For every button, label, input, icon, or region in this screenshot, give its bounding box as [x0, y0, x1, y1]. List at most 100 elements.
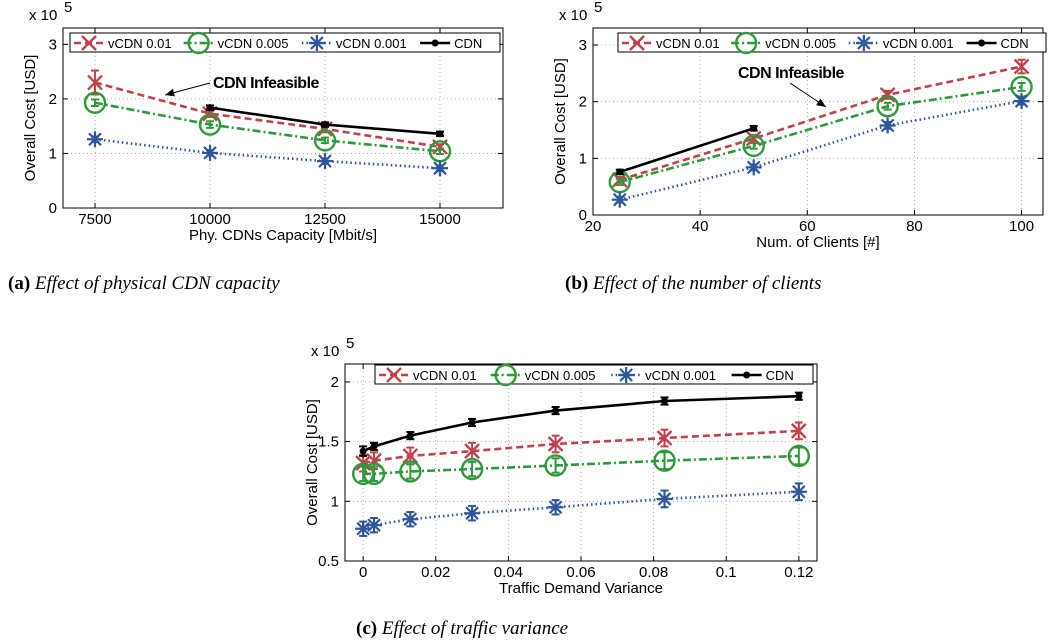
legend-label: vCDN 0.01: [413, 368, 477, 383]
data-point: [544, 454, 567, 477]
legend-marker: [743, 371, 751, 379]
data-point: [547, 436, 564, 452]
data-point: [661, 397, 669, 405]
series-line: [94, 101, 441, 153]
data-point: [198, 113, 222, 136]
x-tick-label: 40: [692, 218, 709, 235]
y-tick-label: 2: [331, 374, 339, 391]
panel-caption: (b) Effect of the number of clients: [565, 273, 821, 294]
x-tick-label: 0.06: [566, 564, 595, 581]
axis-multiplier-exponent: 5: [64, 0, 72, 16]
chart-panel-3: 0.5 1 1.5 2 0 0.02 0.04 0.06 0.08 0.1 0.12 Traffic …: [304, 335, 818, 639]
data-point: [745, 130, 762, 147]
legend-label: CDN: [454, 36, 482, 51]
legend-marker: [629, 35, 645, 51]
legend-marker: [734, 31, 758, 55]
legend-marker: [386, 367, 402, 383]
x-tick-label: 20: [585, 218, 602, 235]
caption-letter: (a): [8, 273, 35, 294]
data-point: [552, 407, 560, 415]
data-point: [399, 460, 422, 483]
series-cdn: [615, 124, 758, 176]
series-cdn: [359, 391, 803, 457]
data-point: [83, 91, 107, 114]
data-point: [548, 500, 563, 515]
series-line: [94, 137, 441, 170]
data-point: [433, 161, 447, 175]
data-point: [750, 124, 758, 132]
legend-marker: [81, 35, 97, 51]
data-point: [746, 160, 761, 175]
chart-panel-1: 0 1 2 3 7500 10000 12500 15000 Phy. CDNs Capacit…: [8, 0, 504, 294]
x-tick-label: 60: [799, 218, 816, 235]
data-point: [403, 512, 418, 526]
legend: vCDN 0.01 vCDN 0.005 vCDN 0.001 CDN: [617, 31, 1047, 55]
legend-label: vCDN 0.005: [218, 36, 289, 51]
legend-label: CDN: [766, 368, 794, 383]
data-point: [616, 168, 624, 176]
data-point: [88, 132, 102, 147]
data-point: [795, 392, 803, 400]
data-point: [468, 419, 476, 427]
caption-letter: (c): [356, 618, 382, 639]
data-point: [876, 94, 899, 118]
data-point: [465, 506, 479, 521]
y-tick-label: 0: [579, 207, 587, 224]
legend-marker: [857, 36, 871, 50]
caption-text: Effect of physical CDN capacity: [34, 273, 280, 294]
series-vcdn-0-001: [611, 93, 1030, 208]
axis-multiplier: x 10: [559, 7, 587, 24]
legend-marker: [431, 39, 439, 47]
data-point: [351, 462, 375, 486]
y-tick-label: 0.5: [318, 553, 339, 570]
data-point: [657, 492, 672, 506]
x-axis-label: Num. of Clients [#]: [756, 234, 879, 251]
x-tick-label: 80: [906, 218, 923, 235]
legend-label: vCDN 0.01: [656, 36, 720, 51]
axis-multiplier-exponent: 5: [594, 0, 602, 16]
y-axis-label: Overall Cost [USD]: [22, 55, 39, 182]
data-point: [370, 442, 378, 450]
legend-marker: [310, 36, 324, 50]
series-line: [619, 99, 1022, 201]
plot-frame: [592, 27, 1044, 216]
x-tick-label: 15000: [419, 211, 461, 228]
x-axis-label: Phy. CDNs Capacity [Mbit/s]: [189, 227, 377, 244]
data-point: [790, 423, 807, 439]
data-point: [318, 154, 332, 168]
series-line: [94, 81, 441, 149]
x-tick-label: 7500: [78, 211, 111, 228]
legend-label: CDN: [1001, 36, 1029, 51]
series-line: [619, 85, 1022, 184]
chart-panel-2: 0 1 2 3 20 40 60 80 100 Num. of Clients [#] Overal…: [552, 0, 1047, 294]
annotation-text: CDN Infeasible: [213, 75, 320, 92]
annotation-arrowhead: [165, 88, 175, 97]
data-point: [367, 518, 381, 532]
y-tick-label: 0: [49, 200, 57, 217]
x-tick-label: 100: [1009, 218, 1034, 235]
data-point: [1013, 58, 1030, 75]
legend-label: vCDN 0.001: [883, 36, 954, 51]
data-point: [613, 192, 627, 207]
caption-text: Effect of traffic variance: [381, 618, 568, 639]
legend-box: [69, 32, 501, 53]
data-point: [87, 74, 103, 91]
panel-caption: (a) Effect of physical CDN capacity: [8, 273, 280, 294]
legend-label: vCDN 0.01: [108, 36, 172, 51]
y-axis-label: Overall Cost [USD]: [552, 58, 569, 185]
series-vcdn-0-001: [355, 482, 807, 537]
legend-marker: [494, 363, 517, 387]
legend-label: vCDN 0.001: [645, 368, 716, 383]
annotation-arrowhead: [816, 98, 826, 107]
y-tick-label: 2: [49, 91, 57, 108]
caption-letter: (b): [565, 273, 593, 294]
data-point: [653, 449, 676, 472]
series-line: [619, 127, 755, 174]
y-tick-label: 1: [49, 145, 57, 162]
data-point: [359, 447, 367, 455]
data-point: [742, 134, 765, 158]
legend-label: vCDN 0.005: [765, 36, 836, 51]
data-point: [880, 118, 895, 133]
x-tick-label: 0: [359, 564, 367, 581]
